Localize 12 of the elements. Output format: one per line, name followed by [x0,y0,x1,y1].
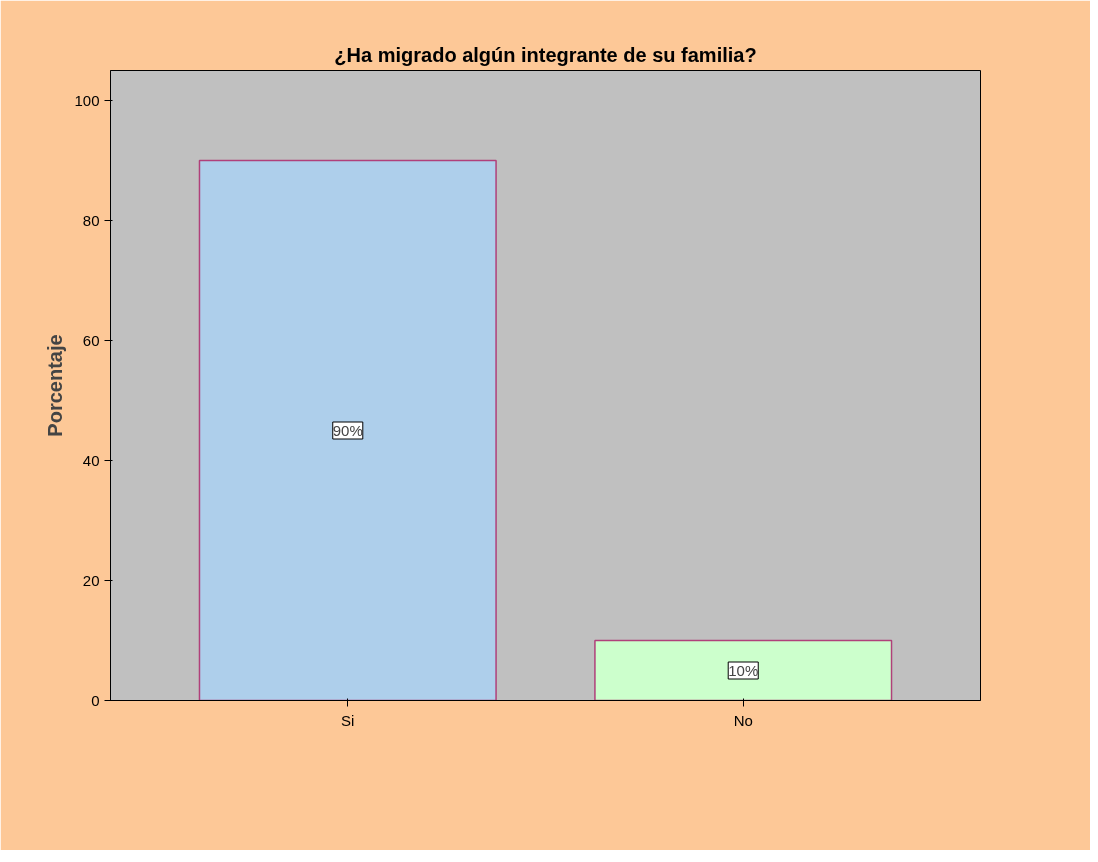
data-label: 10% [728,662,759,679]
y-tick-label: 40 [82,451,100,469]
y-tick-label: 60 [82,331,100,349]
data-label: 90% [332,422,363,439]
y-tick-label: 20 [82,571,100,589]
y-tick-label: 100 [74,91,100,109]
x-tick-label: No [733,711,753,729]
x-tick-label: Si [341,711,355,729]
y-tick-label: 0 [91,691,100,709]
y-axis-title: Porcentaje [44,334,67,437]
chart-title: ¿Ha migrado algún integrante de su familia? [334,43,757,66]
y-tick-label: 80 [82,211,100,229]
